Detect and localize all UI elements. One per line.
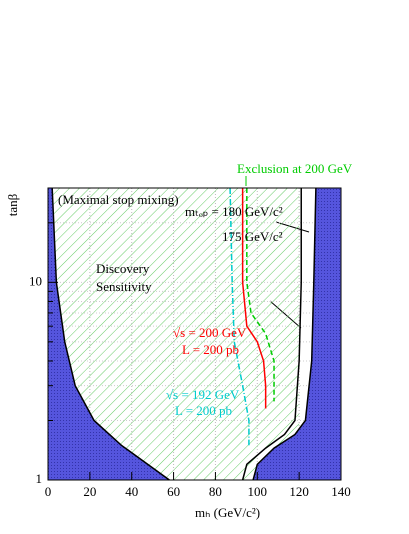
annotation: √s = 200 GeV: [173, 325, 247, 340]
annotation: mₜₒₚ = 180 GeV/c²: [185, 204, 283, 219]
curve: [241, 188, 302, 481]
x-tick-label: 80: [209, 484, 222, 499]
curve: [246, 188, 275, 402]
plot-frame: [47, 187, 342, 481]
x-tick-label: 120: [289, 484, 309, 499]
x-tick-label: 140: [331, 484, 351, 499]
annotation: (Maximal stop mixing): [58, 192, 179, 207]
annotation: √s = 192 GeV: [166, 387, 240, 402]
annotation: L = 200 pb: [182, 342, 239, 357]
x-tick-label: 0: [45, 484, 52, 499]
x-tick-label: 40: [125, 484, 138, 499]
excluded-region: [48, 188, 170, 480]
y-tick-label: 10: [29, 273, 42, 288]
annotation: Discovery: [96, 261, 150, 276]
curve: [241, 188, 267, 409]
annotation: Sensitivity: [96, 279, 152, 294]
annotation: Exclusion at 200 GeV: [237, 161, 353, 176]
x-axis-label: mₕ (GeV/c²): [195, 505, 260, 520]
curve: [252, 187, 317, 481]
x-tick-label: 60: [167, 484, 180, 499]
x-tick-label: 20: [83, 484, 96, 499]
y-tick-label: 1: [36, 471, 43, 486]
excluded-region: [253, 188, 341, 480]
y-axis-label: tanβ: [5, 193, 20, 216]
annotation: 175 GeV/c²: [222, 229, 283, 244]
annotation: L = 200 pb: [175, 403, 232, 418]
curve: [229, 187, 250, 446]
x-tick-label: 100: [248, 484, 268, 499]
